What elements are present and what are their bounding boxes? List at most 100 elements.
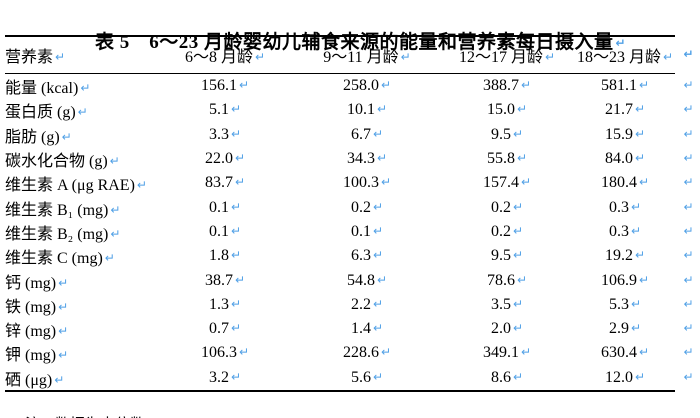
row-end-mark-icon: ↵ [683, 77, 694, 92]
return-mark-icon: ↵ [58, 348, 69, 363]
cell-value: 78.6 [486, 271, 515, 289]
nutrient-cell: 硒 (μg) ↵ [5, 365, 155, 392]
return-mark-icon: ↵ [630, 321, 642, 336]
return-mark-icon: ↵ [634, 248, 646, 263]
return-mark-icon: ↵ [58, 275, 69, 290]
cell-value: 34.3 [346, 150, 375, 168]
row-label: 钙 (mg) [5, 274, 57, 292]
return-mark-icon: ↵ [230, 248, 242, 263]
return-mark-icon: ↵ [516, 151, 528, 166]
return-mark-icon: ↵ [520, 78, 532, 93]
return-mark-icon: ↵ [638, 345, 650, 360]
table-row: 维生素 B₂ (mg) ↵ 0.1 ↵ 0.1 ↵ 0.2 ↵ 0.3 ↵ ↵ [5, 220, 700, 244]
row-label: 碳水化合物 (g) [5, 153, 108, 171]
value-cell-age-6-8: 3.2 ↵ [155, 365, 295, 392]
value-cell-age-12-17: 0.2 ↵ [439, 220, 575, 244]
cell-value: 9.5 [490, 125, 511, 143]
table-body: 能量 (kcal) ↵ 156.1 ↵ 258.0 ↵ 388.7 ↵ 581.1 ↵ ↵… [5, 74, 700, 392]
row-label: 锌 (mg) [5, 323, 57, 341]
row-end-mark-icon: ↵ [683, 272, 694, 287]
cell-value: 9.5 [490, 247, 511, 265]
value-cell-age-6-8: 5.1 ↵ [155, 98, 295, 122]
return-mark-icon: ↵ [372, 369, 384, 384]
return-mark-icon: ↵ [230, 126, 242, 141]
cell-value: 0.2 [350, 198, 371, 216]
cell-value: 22.0 [204, 150, 233, 168]
cell-value: 5.3 [608, 295, 629, 313]
nutrient-cell: 维生素 B₂ (mg) ↵ [5, 220, 155, 244]
row-end-marker-cell: ↵ [675, 36, 700, 74]
value-cell-age-18-23: 0.3 ↵ [575, 220, 675, 244]
cell-value: 83.7 [204, 174, 233, 192]
value-cell-age-12-17: 157.4 ↵ [439, 171, 575, 195]
return-mark-icon: ↵ [110, 202, 121, 217]
cell-value: 8.6 [490, 368, 511, 386]
table-row: 维生素 C (mg) ↵ 1.8 ↵ 6.3 ↵ 9.5 ↵ 19.2 ↵ ↵ [5, 244, 700, 268]
table-row: 能量 (kcal) ↵ 156.1 ↵ 258.0 ↵ 388.7 ↵ 581.1 ↵ ↵ [5, 74, 700, 99]
value-cell-age-9-11: 2.2 ↵ [295, 293, 439, 317]
cell-value: 5.1 [208, 101, 229, 119]
cell-value: 388.7 [482, 77, 519, 95]
value-cell-age-9-11: 0.2 ↵ [295, 195, 439, 219]
row-label: 钾 (mg) [5, 347, 57, 365]
row-label: 蛋白质 (g) [5, 104, 76, 122]
value-cell-age-12-17: 15.0 ↵ [439, 98, 575, 122]
return-mark-icon: ↵ [238, 345, 250, 360]
return-mark-icon: ↵ [634, 151, 646, 166]
value-cell-age-9-11: 5.6 ↵ [295, 365, 439, 392]
return-mark-icon: ↵ [512, 126, 524, 141]
return-mark-icon: ↵ [372, 223, 384, 238]
table-row: 蛋白质 (g) ↵ 5.1 ↵ 10.1 ↵ 15.0 ↵ 21.7 ↵ ↵ [5, 98, 700, 122]
column-header-label: 9～11 月龄 [323, 49, 399, 66]
return-mark-icon: ↵ [254, 50, 266, 64]
row-end-mark-icon: ↵ [683, 126, 694, 141]
cell-value: 54.8 [346, 271, 375, 289]
column-header-label: 营养素 [5, 49, 54, 66]
cell-value: 5.6 [350, 368, 371, 386]
value-cell-age-6-8: 156.1 ↵ [155, 74, 295, 99]
cell-value: 10.1 [346, 101, 375, 119]
return-mark-icon: ↵ [520, 175, 532, 190]
cell-value: 6.7 [350, 125, 371, 143]
column-header-age-9-11: 9～11 月龄 ↵ [295, 35, 439, 74]
row-label: 能量 (kcal) [5, 80, 79, 98]
value-cell-age-9-11: 54.8 ↵ [295, 268, 439, 292]
value-cell-age-6-8: 0.7 ↵ [155, 317, 295, 341]
cell-value: 106.3 [200, 344, 237, 362]
row-label: 铁 (mg) [5, 298, 57, 316]
value-cell-age-9-11: 34.3 ↵ [295, 147, 439, 171]
cell-value: 6.3 [350, 247, 371, 265]
row-end-mark-icon: ↵ [683, 296, 694, 311]
value-cell-age-6-8: 83.7 ↵ [155, 171, 295, 195]
row-end-marker-cell: ↵ [675, 171, 700, 195]
value-cell-age-12-17: 9.5 ↵ [439, 123, 575, 147]
row-label: 维生素 B₂ (mg) [5, 225, 109, 243]
cell-value: 228.6 [342, 344, 379, 362]
return-mark-icon: ↵ [516, 272, 528, 287]
cell-value: 258.0 [342, 77, 379, 95]
row-end-marker-cell: ↵ [675, 195, 700, 219]
row-label: 维生素 A (μg RAE) [5, 177, 135, 195]
return-mark-icon: ↵ [512, 369, 524, 384]
cell-value: 156.1 [200, 77, 237, 95]
row-end-marker-cell: ↵ [675, 147, 700, 171]
row-end-marker-cell: ↵ [675, 341, 700, 365]
return-mark-icon: ↵ [230, 223, 242, 238]
return-mark-icon: ↵ [512, 296, 524, 311]
table-row: 钾 (mg) ↵ 106.3 ↵ 228.6 ↵ 349.1 ↵ 630.4 ↵ ↵ [5, 341, 700, 365]
value-cell-age-18-23: 12.0 ↵ [575, 365, 675, 392]
value-cell-age-9-11: 258.0 ↵ [295, 74, 439, 99]
table-row: 铁 (mg) ↵ 1.3 ↵ 2.2 ↵ 3.5 ↵ 5.3 ↵ ↵ [5, 293, 700, 317]
return-mark-icon: ↵ [372, 126, 384, 141]
cell-value: 630.4 [600, 344, 637, 362]
return-mark-icon: ↵ [662, 50, 674, 64]
cell-value: 180.4 [600, 174, 637, 192]
column-header-age-18-23: 18～23 月龄 ↵ [575, 35, 675, 74]
value-cell-age-9-11: 228.6 ↵ [295, 341, 439, 365]
return-mark-icon: ↵ [380, 175, 392, 190]
row-end-marker-cell: ↵ [675, 123, 700, 147]
return-mark-icon: ↵ [638, 272, 650, 287]
value-cell-age-12-17: 388.7 ↵ [439, 74, 575, 99]
cell-value: 0.1 [208, 222, 229, 240]
return-mark-icon: ↵ [234, 175, 246, 190]
